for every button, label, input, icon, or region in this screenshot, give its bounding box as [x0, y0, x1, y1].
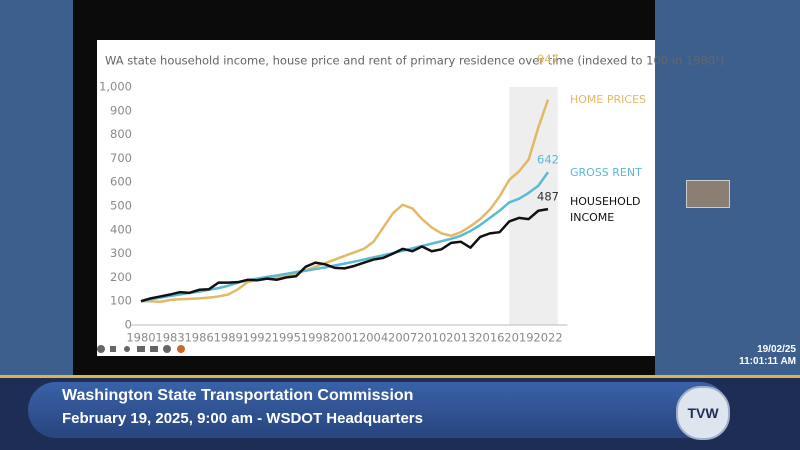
x-tick-label: 2013 — [446, 331, 475, 345]
y-tick-label: 800 — [110, 127, 132, 141]
time: 11:01:11 AM — [739, 356, 796, 367]
x-tick-label: 1992 — [243, 331, 272, 345]
series-line — [140, 207, 549, 303]
y-tick-label: 1,000 — [99, 80, 132, 94]
slide-toolbar — [97, 345, 185, 353]
webcam-thumbnail — [686, 180, 730, 208]
gold-rule — [0, 375, 800, 378]
y-tick-label: 700 — [110, 151, 132, 165]
series-line — [140, 171, 550, 303]
legend-label: GROSS RENT — [570, 166, 642, 179]
y-tick-label: 300 — [110, 246, 132, 260]
x-tick-label: 1995 — [272, 331, 301, 345]
end-value-label: 642 — [537, 153, 559, 167]
banner-title: Washington State Transportation Commissi… — [62, 387, 414, 404]
series-line — [140, 99, 550, 304]
end-value-label: 947 — [537, 52, 559, 66]
x-tick-label: 2019 — [504, 331, 533, 345]
highlight-band — [509, 87, 558, 325]
x-tick-label: 1989 — [214, 331, 243, 345]
x-tick-label: 1986 — [184, 331, 213, 345]
y-tick-label: 900 — [110, 103, 132, 117]
banner-subtitle: February 19, 2025, 9:00 am - WSDOT Headq… — [62, 410, 423, 427]
slide — [97, 40, 655, 356]
chart-title: WA state household income, house price a… — [105, 54, 724, 68]
legend-label: HOME PRICES — [570, 93, 647, 106]
x-tick-label: 2004 — [359, 331, 388, 345]
y-tick-label: 200 — [110, 270, 132, 284]
x-tick-label: 1998 — [301, 331, 330, 345]
legend-label: HOUSEHOLD INCOME — [570, 195, 641, 224]
y-tick-label: 0 — [125, 318, 132, 332]
x-tick-label: 2001 — [330, 331, 359, 345]
timestamp: 19/02/25 11:01:11 AM — [739, 344, 796, 368]
x-tick-label: 2010 — [417, 331, 446, 345]
y-tick-label: 500 — [110, 199, 132, 213]
end-value-label: 487 — [537, 190, 559, 204]
y-tick-label: 400 — [110, 222, 132, 236]
x-tick-label: 2022 — [533, 331, 562, 345]
banner-bar — [28, 382, 728, 438]
y-tick-label: 100 — [110, 294, 132, 308]
x-tick-label: 2007 — [388, 331, 417, 345]
x-tick-label: 1980 — [126, 331, 155, 345]
logo: TVW — [676, 386, 730, 440]
x-tick-label: 2016 — [475, 331, 504, 345]
date: 19/02/25 — [757, 344, 796, 355]
x-tick-label: 1983 — [155, 331, 184, 345]
y-tick-label: 600 — [110, 175, 132, 189]
